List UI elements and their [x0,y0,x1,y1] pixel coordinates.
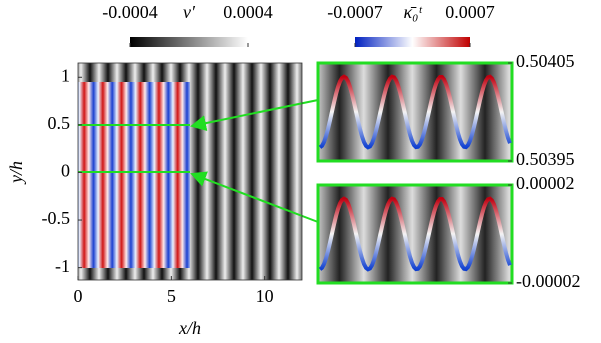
y-tick-label: -0.5 [42,208,71,228]
x-tick-label: 5 [167,286,176,306]
inset-tick-label: 0.00002 [516,173,575,193]
x-tick-label: 0 [74,286,83,306]
inset-tick-label: 0.50405 [516,51,575,71]
colorbar-label: κ̄₀ᵗ [404,2,423,22]
colorbar-tick-label: -0.0004 [102,2,158,22]
colorbar-tick-label: -0.0007 [327,2,383,22]
y-axis-label: y/h [6,161,26,185]
inset-tick-label: 0.50395 [516,149,575,169]
colorbar-tick-label: 0.0007 [445,2,495,22]
colorbar [130,37,248,47]
y-tick-label: 1 [61,65,70,85]
x-tick-label: 10 [256,286,274,306]
inset-curve [318,196,512,272]
colored-region [78,82,190,268]
arrow [190,171,319,223]
inset-tick-label: -0.00002 [516,271,581,291]
inset-curve [318,74,512,150]
y-tick-label: -1 [55,256,70,276]
y-tick-label: 0.5 [48,113,71,133]
colorbar [355,37,470,47]
arrow [190,99,319,132]
colorbar-label: v′ [183,2,196,22]
y-tick-label: 0 [61,161,70,181]
axes-frame [77,62,303,281]
x-axis-label: x/h [178,318,201,338]
colorbar-tick-label: 0.0004 [223,2,273,22]
